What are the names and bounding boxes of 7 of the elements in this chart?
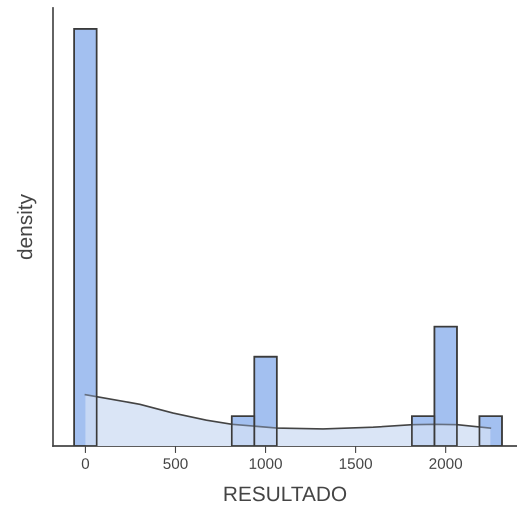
x-tick-label: 2000 — [429, 458, 462, 470]
y-axis-title: density — [16, 194, 36, 260]
x-tick-label: 1000 — [250, 458, 282, 470]
x-tick-label: 500 — [163, 458, 188, 470]
x-tick-label: 1500 — [340, 458, 372, 470]
x-axis-title: RESULTADO — [224, 486, 346, 502]
x-tick-label: 0 — [82, 458, 90, 470]
